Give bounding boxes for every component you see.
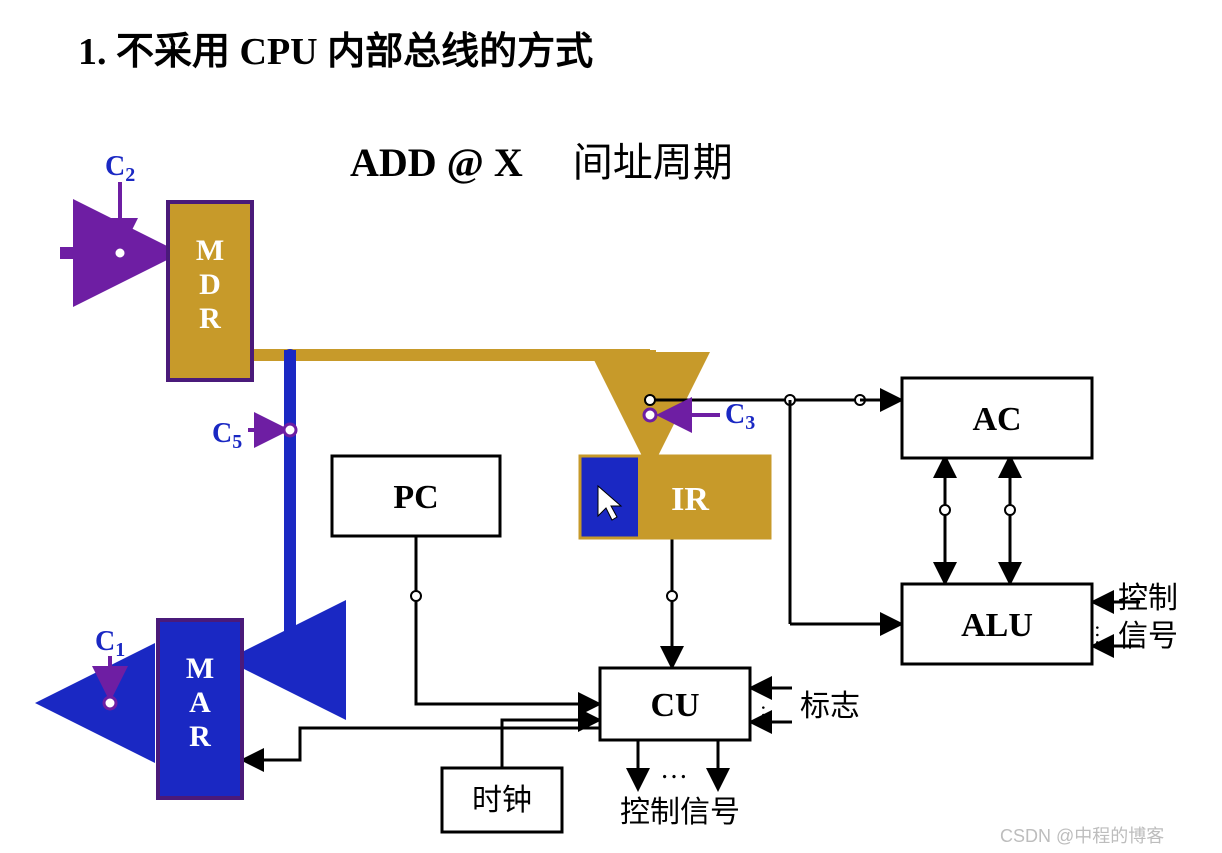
open-dot-c3 [644,409,656,421]
edge-pc-to-cu [416,536,598,704]
open-dot-pc [411,591,421,601]
edge-cu-to-mar [244,728,600,760]
node-pc-label: PC [393,479,438,516]
label-ctrl-in-1: 控制 [1118,582,1178,615]
node-clock-label: 时钟 [472,784,532,817]
subtitle-right: 间址周期 [573,140,733,185]
page-title: 1. 不采用 CPU 内部总线的方式 [78,20,593,75]
open-dot-c5 [284,424,296,436]
label-ctrl-in-2: 信号 [1118,620,1178,653]
edge-mdr-bus-main [210,355,650,380]
dots-cu-out: … [660,754,688,785]
subtitle-left: ADD @ X [350,140,523,185]
node-alu-label: ALU [961,607,1033,644]
open-dot-ir [667,591,677,601]
cpu-diagram: … … … MDR MAR PC IR CU 时钟 [0,0,1222,853]
node-ir-label: IR [671,481,709,518]
label-c2: C2 [105,151,135,186]
dots-flags: … [757,704,782,726]
node-mdr-label: MDR [196,234,224,335]
edge-bus-to-mar [246,350,290,660]
dots-ctrl-alu: … [1091,624,1116,646]
open-dot-ir-tap [645,395,655,405]
open-dot-c2 [114,247,126,259]
node-mar-label: MAR [186,652,214,753]
open-dot-c1 [104,697,116,709]
open-dot-acalu1 [940,505,950,515]
node-dot-bus-tap [284,349,296,361]
node-ac-label: AC [972,401,1021,438]
subtitle: ADD @ X 间址周期 [350,130,733,188]
label-ctrl-out: 控制信号 [620,796,740,829]
title-text: 1. 不采用 CPU 内部总线的方式 [78,31,593,73]
label-c1: C1 [95,626,125,661]
node-cu-label: CU [650,687,699,724]
label-c3: C3 [725,399,755,434]
watermark: CSDN @中程的博客 [1000,822,1164,848]
label-flags: 标志 [800,690,860,723]
open-dot-acalu2 [1005,505,1015,515]
label-c5: C5 [212,418,242,453]
